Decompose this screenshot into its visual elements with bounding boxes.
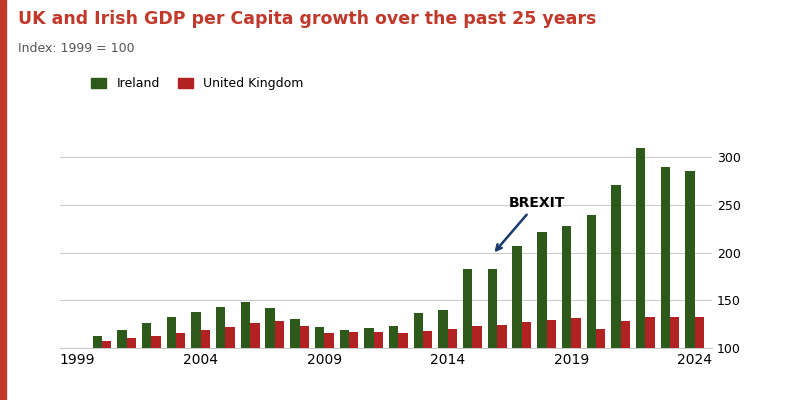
Bar bbox=[621, 321, 630, 348]
Bar bbox=[241, 302, 250, 348]
Bar bbox=[102, 341, 111, 348]
Bar bbox=[537, 232, 546, 348]
Bar bbox=[299, 326, 309, 348]
Bar bbox=[349, 332, 358, 348]
Bar bbox=[216, 307, 226, 348]
Bar bbox=[438, 310, 448, 348]
Bar bbox=[562, 226, 571, 348]
Bar bbox=[488, 269, 497, 348]
Bar bbox=[546, 320, 556, 348]
Bar bbox=[473, 326, 482, 348]
Bar bbox=[414, 313, 423, 348]
Bar bbox=[423, 331, 433, 348]
Bar bbox=[398, 333, 408, 348]
Bar bbox=[694, 316, 704, 348]
Bar bbox=[596, 329, 606, 348]
Bar bbox=[513, 246, 522, 348]
Bar bbox=[670, 316, 679, 348]
Text: UK and Irish GDP per Capita growth over the past 25 years: UK and Irish GDP per Capita growth over … bbox=[18, 10, 596, 28]
Bar bbox=[686, 172, 694, 348]
Bar bbox=[571, 318, 581, 348]
Bar bbox=[126, 338, 136, 348]
Bar bbox=[497, 325, 506, 348]
Bar bbox=[166, 316, 176, 348]
Bar bbox=[448, 329, 457, 348]
Bar bbox=[636, 148, 646, 348]
Bar bbox=[93, 336, 102, 348]
Bar bbox=[364, 328, 374, 348]
Bar bbox=[226, 327, 235, 348]
Bar bbox=[374, 332, 383, 348]
Bar bbox=[611, 185, 621, 348]
Bar bbox=[142, 323, 151, 348]
Bar bbox=[191, 312, 201, 348]
Text: BREXIT: BREXIT bbox=[496, 196, 565, 250]
Bar bbox=[339, 330, 349, 348]
Bar bbox=[646, 318, 654, 348]
Bar bbox=[151, 336, 161, 348]
Bar bbox=[201, 330, 210, 348]
Bar bbox=[315, 327, 324, 348]
Text: Index: 1999 = 100: Index: 1999 = 100 bbox=[18, 42, 134, 55]
Legend: Ireland, United Kingdom: Ireland, United Kingdom bbox=[86, 72, 309, 95]
Bar bbox=[522, 322, 531, 348]
Bar bbox=[275, 321, 284, 348]
Bar bbox=[661, 167, 670, 348]
Bar bbox=[389, 326, 398, 348]
Bar bbox=[586, 215, 596, 348]
Bar bbox=[463, 269, 473, 348]
Bar bbox=[118, 330, 126, 348]
Bar bbox=[266, 308, 275, 348]
Bar bbox=[176, 333, 186, 348]
Bar bbox=[250, 323, 259, 348]
Bar bbox=[324, 333, 334, 348]
Bar bbox=[290, 319, 299, 348]
